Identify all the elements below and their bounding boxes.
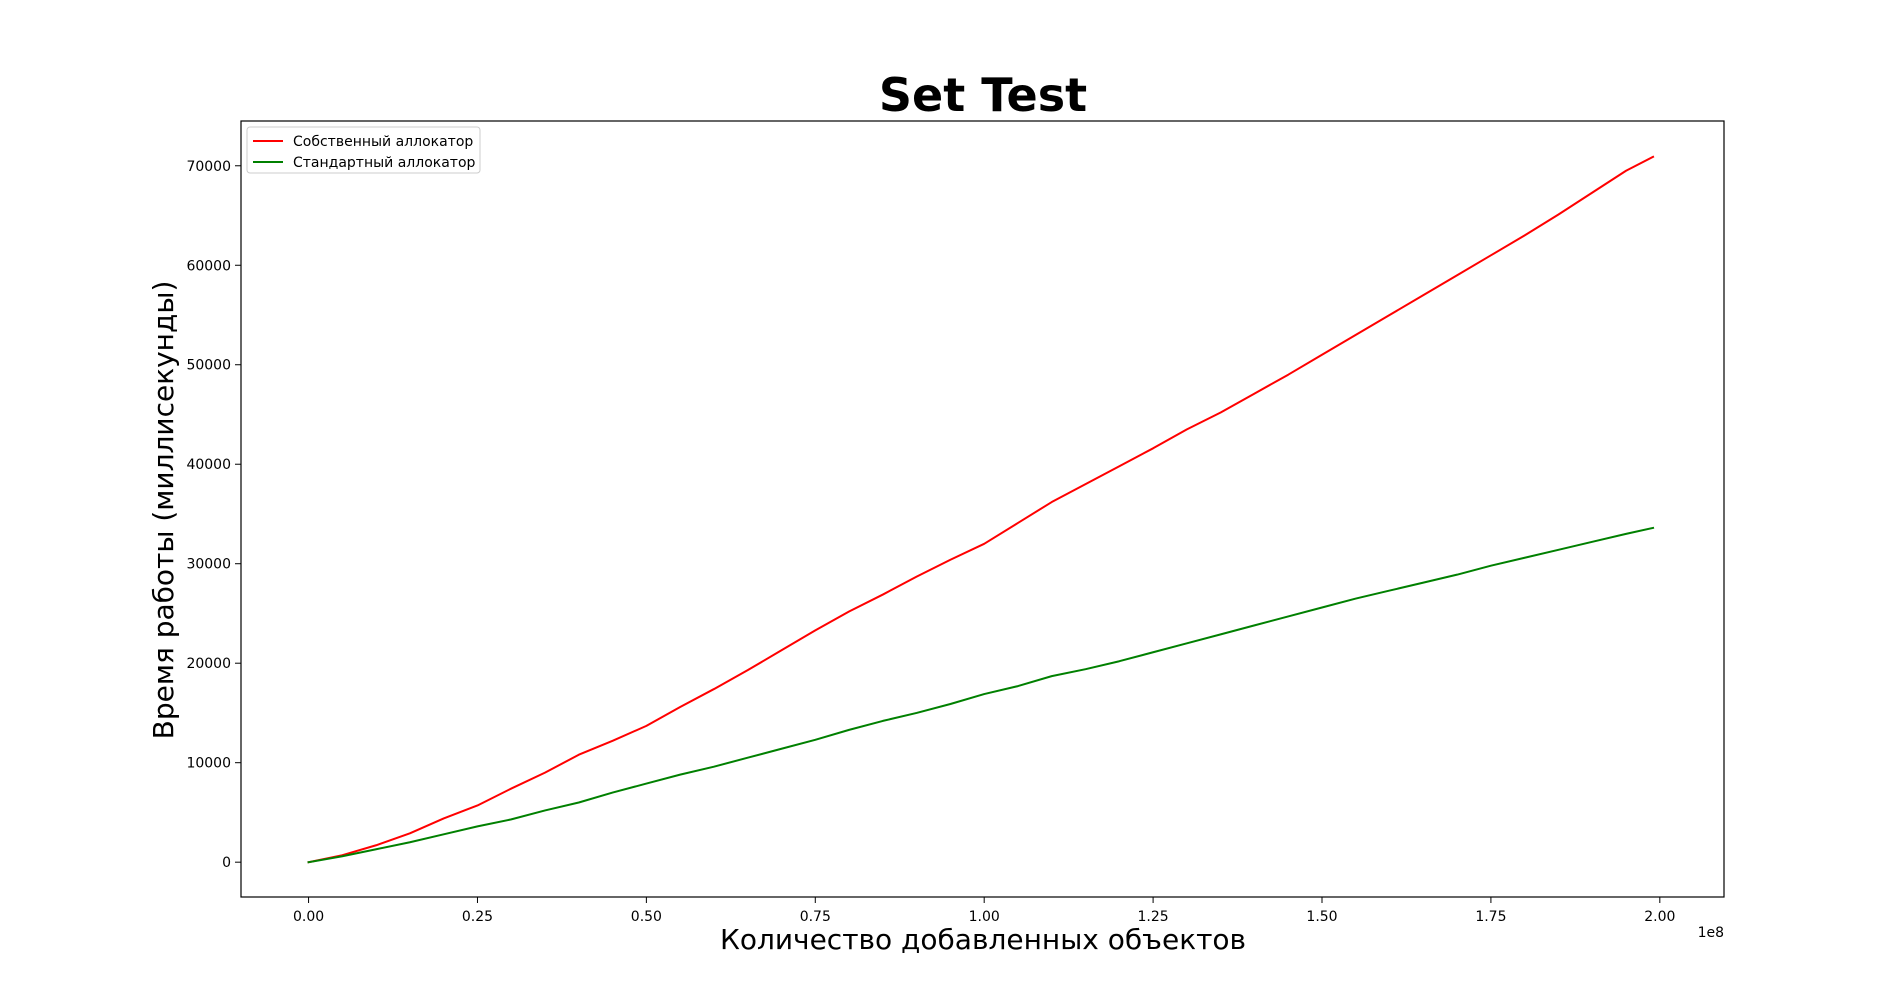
y-axis-label: Время работы (миллисекунды) (147, 281, 180, 740)
x-tick-label: 1.75 (1475, 909, 1506, 925)
legend-label-1: Собственный аллокатор (293, 134, 473, 150)
x-tick-label: 0.25 (462, 909, 493, 925)
legend-label-2: Стандартный аллокатор (293, 155, 476, 171)
y-tick-label: 70000 (186, 159, 231, 175)
legend: Собственный аллокатор Стандартный аллокат… (246, 126, 481, 174)
x-tick-label: 1.50 (1306, 909, 1337, 925)
x-tick-label: 1.25 (1138, 909, 1169, 925)
x-offset-label: 1e8 (1698, 925, 1724, 941)
x-axis-label: Количество добавленных объектов (720, 923, 1246, 956)
y-tick-label: 50000 (186, 358, 231, 374)
y-axis: 0 10000 20000 30000 40000 50000 60000 70000 (186, 159, 241, 871)
x-tick-label: 0.00 (293, 909, 324, 925)
plot-frame (240, 120, 1725, 898)
series-line-2 (307, 526, 1655, 864)
y-tick-label: 0 (222, 855, 231, 871)
y-tick-label: 40000 (186, 457, 231, 473)
x-tick-label: 0.50 (631, 909, 662, 925)
series-layer (307, 155, 1655, 864)
chart-title: Set Test (879, 68, 1087, 122)
legend-box (246, 126, 481, 174)
y-tick-label: 30000 (186, 557, 231, 573)
x-axis: 0.00 0.25 0.50 0.75 1.00 1.25 1.50 1.75 2.00 (293, 897, 1675, 925)
x-tick-label: 2.00 (1644, 909, 1675, 925)
x-tick-label: 1.00 (969, 909, 1000, 925)
y-tick-label: 60000 (186, 258, 231, 274)
y-tick-label: 10000 (186, 756, 231, 772)
y-tick-label: 20000 (186, 656, 231, 672)
series-line-1 (307, 155, 1655, 864)
x-tick-label: 0.75 (800, 909, 831, 925)
